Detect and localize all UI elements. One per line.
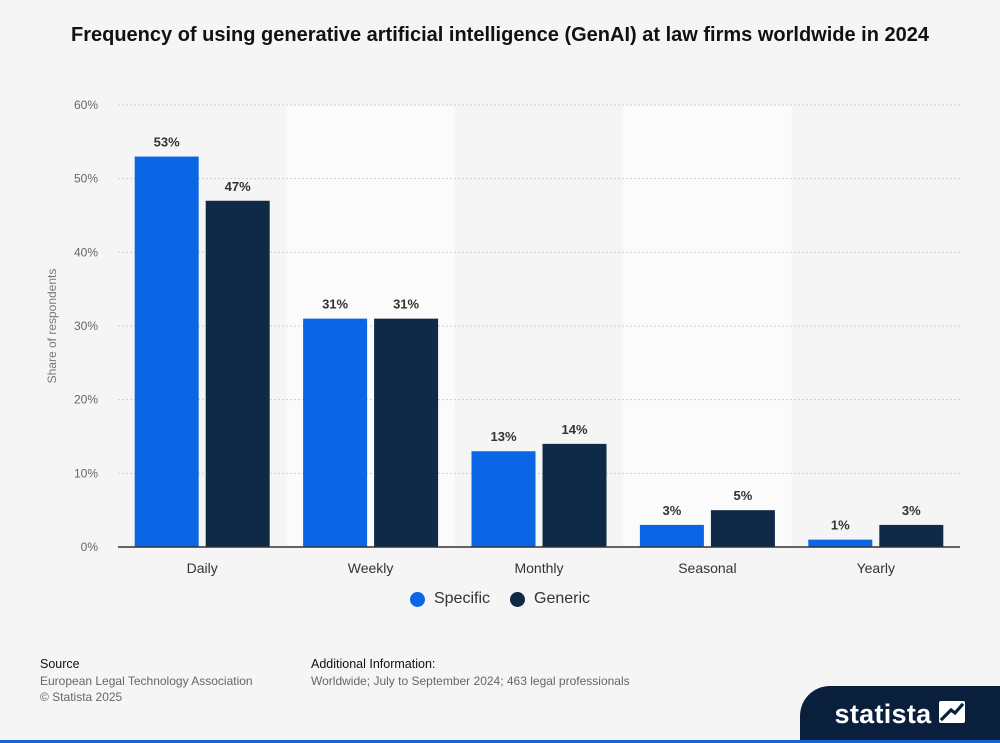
- additional-info-block: Additional Information: Worldwide; July …: [311, 656, 630, 689]
- x-tick-label: Daily: [187, 560, 218, 576]
- x-tick-label: Monthly: [514, 560, 563, 576]
- y-tick-label: 0%: [81, 540, 99, 554]
- copyright: © Statista 2025: [40, 690, 123, 704]
- bar-specific: [303, 318, 368, 547]
- bar-generic: [879, 524, 944, 547]
- legend-swatch: [510, 591, 525, 607]
- bar-specific: [639, 524, 704, 547]
- data-label: 3%: [902, 503, 921, 518]
- statista-logo[interactable]: statista: [800, 686, 1000, 743]
- bar-specific: [471, 451, 536, 547]
- source-header: Source: [40, 657, 80, 671]
- data-label: 13%: [490, 429, 516, 444]
- bar-generic: [205, 200, 270, 547]
- legend-swatch: [409, 591, 425, 607]
- chart-title: Frequency of using generative artificial…: [71, 24, 929, 46]
- brand-name: statista: [834, 699, 932, 729]
- legend-item-generic[interactable]: Generic: [510, 590, 590, 608]
- data-label: 47%: [225, 179, 251, 194]
- bar-generic: [710, 510, 775, 547]
- legend: Specific Generic: [0, 590, 1000, 608]
- x-tick-label: Weekly: [348, 560, 394, 576]
- bar-chart: 0% 10% 20% 30% 40% 50% 60% Share of respondents…: [45, 98, 960, 576]
- y-tick-label: 40%: [74, 245, 98, 259]
- data-label: 31%: [322, 297, 348, 312]
- bar-specific: [808, 539, 873, 547]
- data-label: 31%: [393, 297, 419, 312]
- y-tick-label: 30%: [74, 319, 98, 333]
- data-label: 3%: [663, 503, 682, 518]
- bar-generic: [542, 443, 607, 547]
- statista-mark-icon: [939, 701, 966, 728]
- x-tick-label: Yearly: [857, 560, 895, 576]
- bar-specific: [134, 156, 199, 548]
- y-tick-label: 10%: [74, 466, 98, 480]
- x-tick-label: Seasonal: [678, 560, 736, 576]
- y-tick-label: 60%: [74, 98, 98, 112]
- y-tick-label: 20%: [74, 393, 98, 407]
- y-axis-label: Share of respondents: [45, 269, 59, 384]
- source-name[interactable]: European Legal Technology Association: [40, 674, 253, 688]
- legend-label: Specific: [433, 590, 490, 607]
- y-tick-label: 50%: [74, 172, 98, 186]
- bar-generic: [374, 318, 439, 547]
- additional-info-header: Additional Information:: [311, 657, 436, 671]
- data-label: 5%: [734, 488, 753, 503]
- data-label: 1%: [831, 518, 850, 533]
- legend-label: Generic: [534, 590, 591, 607]
- legend-item-specific[interactable]: Specific: [409, 590, 490, 608]
- bottom-accent-line: [0, 740, 1000, 743]
- data-label: 53%: [154, 135, 180, 150]
- source-block: Source European Legal Technology Associa…: [40, 656, 253, 705]
- additional-info-text: Worldwide; July to September 2024; 463 l…: [311, 674, 630, 688]
- data-label: 14%: [561, 422, 587, 437]
